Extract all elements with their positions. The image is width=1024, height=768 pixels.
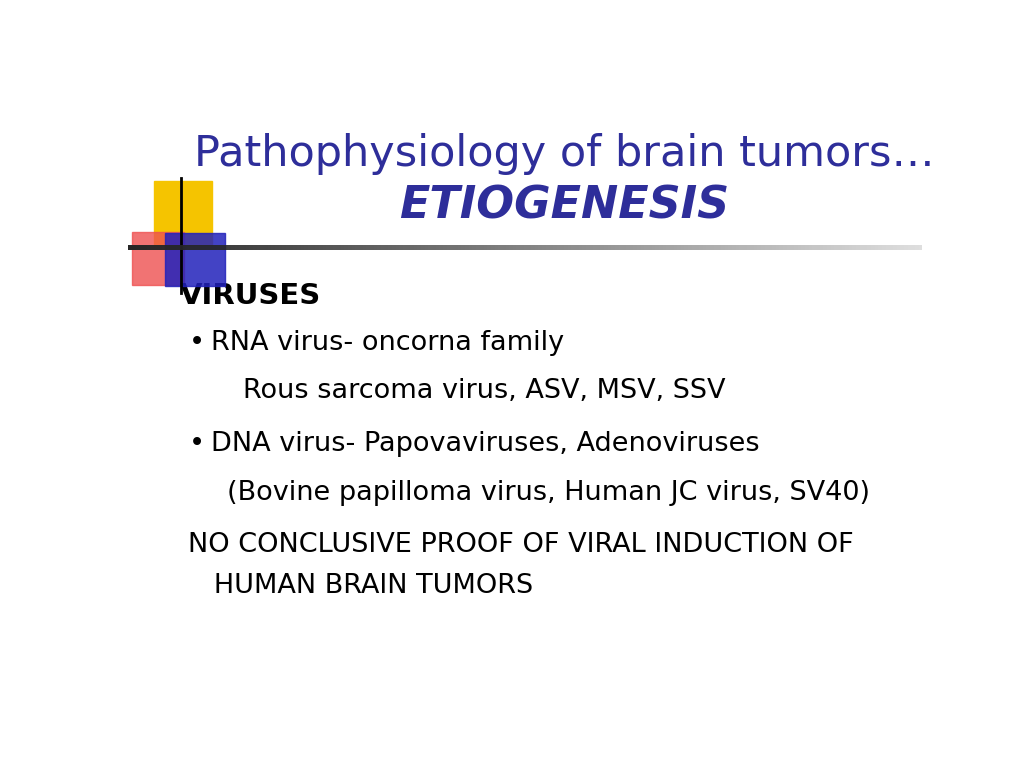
Text: RNA virus- oncorna family: RNA virus- oncorna family xyxy=(211,330,564,356)
Bar xyxy=(165,233,225,286)
Text: NO CONCLUSIVE PROOF OF VIRAL INDUCTION OF: NO CONCLUSIVE PROOF OF VIRAL INDUCTION O… xyxy=(187,531,853,558)
Bar xyxy=(132,232,183,285)
Text: ETIOGENESIS: ETIOGENESIS xyxy=(399,184,729,227)
Text: VIRUSES: VIRUSES xyxy=(179,282,321,310)
Text: DNA virus- Papovaviruses, Adenoviruses: DNA virus- Papovaviruses, Adenoviruses xyxy=(211,431,760,457)
Text: HUMAN BRAIN TUMORS: HUMAN BRAIN TUMORS xyxy=(187,573,532,599)
Text: Rous sarcoma virus, ASV, MSV, SSV: Rous sarcoma virus, ASV, MSV, SSV xyxy=(243,378,726,404)
Text: •: • xyxy=(189,330,205,356)
Text: Pathophysiology of brain tumors…: Pathophysiology of brain tumors… xyxy=(195,134,935,175)
Bar xyxy=(155,180,212,245)
Text: •: • xyxy=(189,431,205,457)
Text: (Bovine papilloma virus, Human JC virus, SV40): (Bovine papilloma virus, Human JC virus,… xyxy=(227,479,870,505)
